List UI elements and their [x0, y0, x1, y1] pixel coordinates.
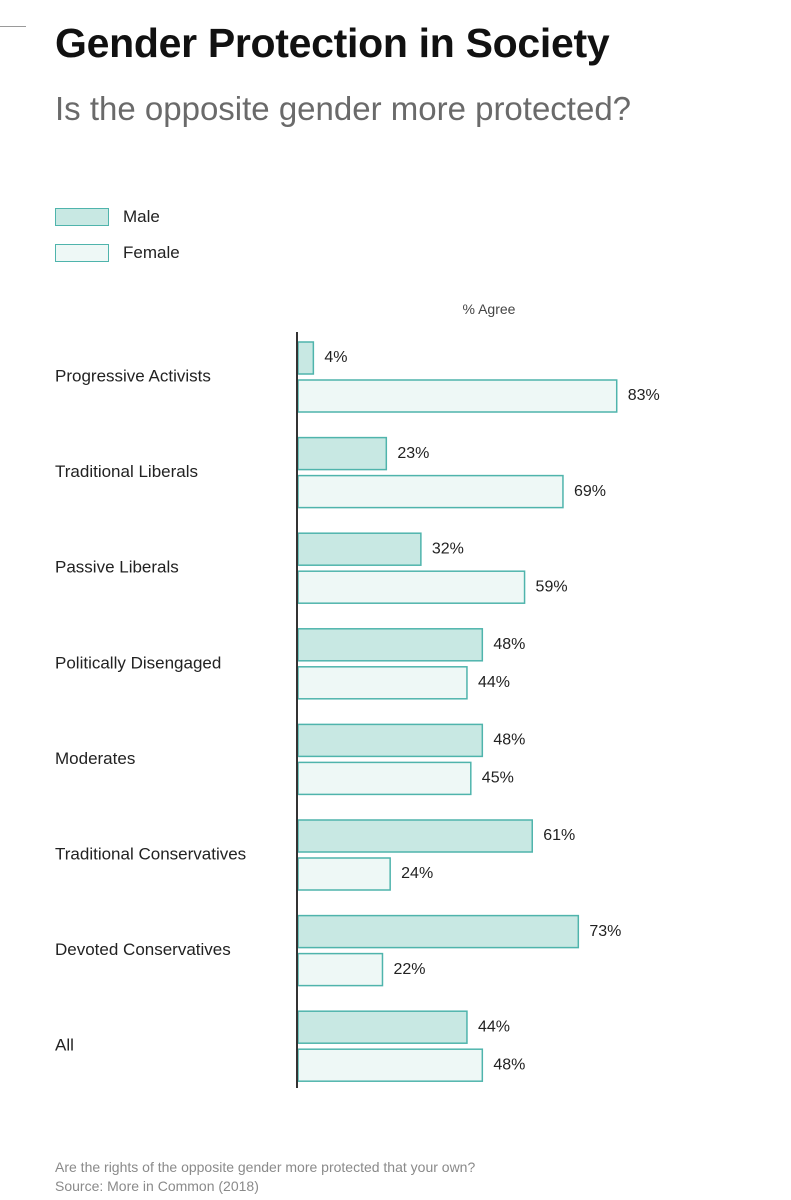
corner-rule	[0, 26, 26, 27]
value-label-male-moderates: 48%	[493, 732, 525, 749]
bar-female-devoted-conservatives	[297, 952, 384, 987]
bar-female-progressive-activists	[297, 379, 618, 413]
value-label-male-traditional-conservatives: 61%	[543, 827, 575, 844]
bar-chart: % Agree Progressive Activists 4% 83% Tradit…	[55, 301, 660, 1088]
bar-female-moderates	[297, 761, 472, 796]
legend-label-male: Male	[123, 207, 160, 226]
value-label-male-all: 44%	[478, 1018, 510, 1035]
category-label-passive-liberals: Passive Liberals	[55, 558, 179, 577]
bar-female-passive-liberals	[297, 570, 526, 604]
bar-male-politically-disengaged	[297, 628, 484, 662]
category-label-traditional-conservatives: Traditional Conservatives	[55, 844, 246, 863]
source-note: Source: More in Common (2018)	[55, 1178, 259, 1194]
bar-female-politically-disengaged	[297, 666, 468, 700]
value-label-female-moderates: 45%	[482, 770, 514, 787]
chart-subtitle: Is the opposite gender more protected?	[55, 90, 632, 127]
category-label-traditional-liberals: Traditional Liberals	[55, 462, 198, 481]
category-label-all: All	[55, 1036, 74, 1055]
legend-item-female: Female	[55, 243, 180, 263]
bar-male-passive-liberals	[297, 532, 422, 566]
bar-male-devoted-conservatives	[297, 914, 580, 949]
bar-female-all	[297, 1048, 484, 1082]
bar-male-progressive-activists	[297, 341, 315, 375]
value-label-female-progressive-activists: 83%	[628, 387, 660, 404]
value-label-male-devoted-conservatives: 73%	[589, 923, 621, 940]
category-label-progressive-activists: Progressive Activists	[55, 366, 211, 385]
value-label-female-traditional-conservatives: 24%	[401, 865, 433, 882]
value-label-female-devoted-conservatives: 22%	[393, 961, 425, 978]
category-label-politically-disengaged: Politically Disengaged	[55, 653, 221, 672]
value-label-male-passive-liberals: 32%	[432, 540, 464, 557]
bar-male-all	[297, 1010, 468, 1044]
bars-group: Progressive Activists 4% 83% Traditional Li…	[55, 341, 660, 1082]
legend-swatch-female	[55, 244, 109, 262]
category-label-moderates: Moderates	[55, 749, 135, 768]
bar-male-traditional-liberals	[297, 436, 388, 471]
bar-male-moderates	[297, 723, 484, 758]
value-label-male-traditional-liberals: 23%	[397, 445, 429, 462]
value-label-female-all: 48%	[493, 1056, 525, 1073]
footnote: Are the rights of the opposite gender mo…	[55, 1159, 476, 1175]
bar-male-traditional-conservatives	[297, 819, 533, 853]
value-label-male-progressive-activists: 4%	[324, 349, 347, 366]
axis-title: % Agree	[463, 301, 516, 317]
value-label-female-politically-disengaged: 44%	[478, 674, 510, 691]
value-label-female-traditional-liberals: 69%	[574, 483, 606, 500]
bar-female-traditional-conservatives	[297, 857, 391, 891]
bar-female-traditional-liberals	[297, 474, 564, 509]
legend-item-male: Male	[55, 207, 160, 227]
legend-swatch-male	[55, 208, 109, 226]
value-label-female-passive-liberals: 59%	[536, 578, 568, 595]
value-label-male-politically-disengaged: 48%	[493, 636, 525, 653]
category-label-devoted-conservatives: Devoted Conservatives	[55, 940, 231, 959]
chart-title: Gender Protection in Society	[55, 20, 610, 66]
legend-label-female: Female	[123, 243, 180, 262]
